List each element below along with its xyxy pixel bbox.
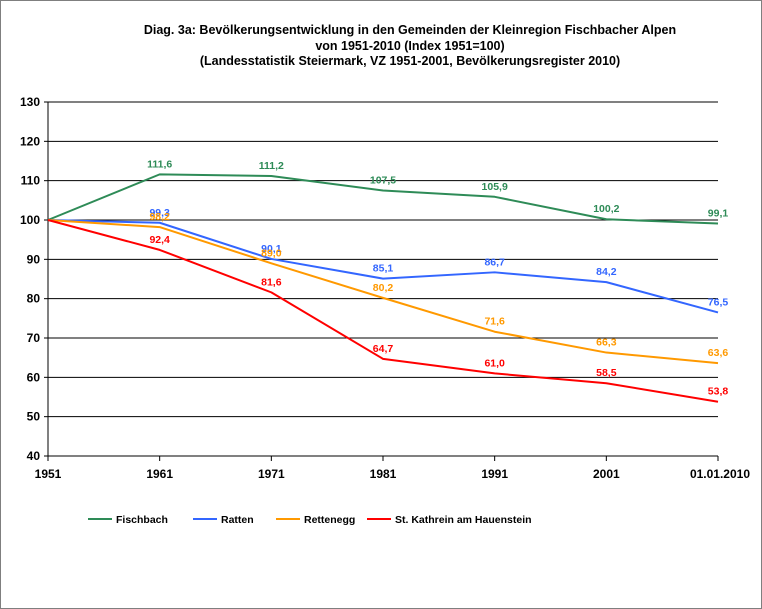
y-tick-label-40: 40 — [27, 449, 41, 463]
y-tick-label-110: 110 — [21, 174, 41, 188]
data-label-1-3: 85,1 — [373, 263, 394, 275]
y-tick-label-100: 100 — [20, 213, 40, 227]
series-line-0 — [47, 173, 719, 225]
data-label-1-4: 86,7 — [484, 256, 505, 268]
x-tick-label-1971: 1971 — [258, 467, 285, 481]
y-tick-label-80: 80 — [27, 292, 41, 306]
data-label-0-6: 99,1 — [708, 208, 729, 220]
data-label-1-1: 99,3 — [149, 207, 170, 219]
y-tick-label-90: 90 — [27, 252, 41, 266]
data-label-3-5: 58,5 — [596, 367, 617, 379]
data-label-0-2: 111,2 — [259, 160, 284, 172]
x-tick-label-2001: 2001 — [593, 467, 620, 481]
y-tick-label-60: 60 — [27, 370, 41, 384]
x-tick-label-1961: 1961 — [146, 467, 173, 481]
y-tick-label-50: 50 — [27, 410, 41, 424]
legend-label-3: St. Kathrein am Hauenstein — [395, 514, 532, 526]
data-label-2-2: 89,0 — [261, 247, 282, 259]
x-tick-label-1951: 1951 — [35, 467, 62, 481]
data-label-3-4: 61,0 — [484, 357, 505, 369]
data-label-3-2: 81,6 — [261, 276, 282, 288]
data-label-2-3: 80,2 — [373, 282, 394, 294]
y-tick-label-130: 130 — [20, 95, 40, 109]
series-line-2 — [47, 219, 719, 365]
data-label-2-1: 98,2 — [149, 211, 170, 223]
legend-label-0: Fischbach — [116, 514, 168, 526]
legend-label-2: Rettenegg — [304, 514, 355, 526]
data-label-3-3: 64,7 — [373, 343, 394, 355]
data-label-0-4: 105,9 — [482, 181, 508, 193]
chart-title-line-3: (Landesstatistik Steiermark, VZ 1951-200… — [199, 54, 621, 68]
y-tick-label-70: 70 — [27, 331, 41, 345]
data-label-1-6: 76,5 — [708, 296, 729, 308]
y-tick-label-120: 120 — [20, 134, 40, 148]
data-label-0-3: 107,5 — [370, 175, 396, 187]
data-label-2-4: 71,6 — [484, 316, 505, 328]
data-label-0-1: 111,6 — [147, 158, 172, 170]
x-tick-label-1981: 1981 — [370, 467, 397, 481]
chart-title-line-1: Diag. 3a: Bevölkerungsentwicklung in den… — [143, 23, 677, 37]
legend-label-1: Ratten — [221, 514, 254, 526]
data-label-2-5: 66,3 — [596, 337, 617, 349]
data-label-3-1: 92,4 — [149, 234, 170, 246]
chart-title-line-2: von 1951-2010 (Index 1951=100) — [315, 39, 505, 53]
data-label-3-6: 53,8 — [708, 386, 729, 398]
data-label-1-2: 90,1 — [261, 243, 282, 255]
data-label-2-6: 63,6 — [708, 347, 729, 359]
x-tick-label-01.01.2010: 01.01.2010 — [690, 467, 750, 481]
data-label-1-5: 84,2 — [596, 266, 617, 278]
x-tick-label-1991: 1991 — [481, 467, 508, 481]
series-line-1 — [47, 219, 719, 314]
data-label-0-5: 100,2 — [593, 203, 619, 215]
series-line-3 — [47, 219, 719, 403]
